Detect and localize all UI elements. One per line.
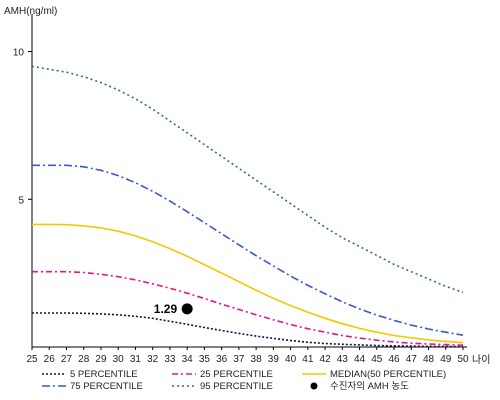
series-line bbox=[32, 312, 464, 348]
y-tick-label: 5 bbox=[18, 195, 24, 206]
x-tick-label: 27 bbox=[61, 354, 73, 365]
series-line bbox=[32, 164, 464, 336]
x-tick-label: 26 bbox=[44, 354, 56, 365]
x-tick-label: 31 bbox=[130, 354, 142, 365]
x-tick-label: 49 bbox=[440, 354, 452, 365]
patient-amh-value-label: 1.29 bbox=[154, 302, 178, 316]
series-line bbox=[32, 270, 464, 346]
x-tick-label: 37 bbox=[233, 354, 245, 365]
y-tick-label: 10 bbox=[13, 48, 25, 59]
x-tick-label: 36 bbox=[216, 354, 228, 365]
legend: 5 PERCENTILE 25 PERCENTILE MEDIAN(50 PERCE… bbox=[42, 369, 446, 392]
x-tick-label: 35 bbox=[199, 354, 211, 365]
legend-label: 25 PERCENTILE bbox=[200, 369, 273, 380]
x-tick-label: 38 bbox=[251, 354, 263, 365]
legend-label: 5 PERCENTILE bbox=[70, 369, 138, 380]
x-tick-label: 34 bbox=[182, 354, 194, 365]
patient-amh-point bbox=[181, 303, 193, 315]
x-tick-label: 41 bbox=[302, 354, 314, 365]
x-tick-label: 39 bbox=[268, 354, 280, 365]
series-lines bbox=[31, 65, 464, 348]
x-tick-label: 44 bbox=[354, 354, 366, 365]
series-line bbox=[31, 65, 464, 294]
x-tick-label: 46 bbox=[388, 354, 400, 365]
x-tick-label: 47 bbox=[406, 354, 418, 365]
legend-label: 75 PERCENTILE bbox=[70, 381, 143, 392]
legend-label: 95 PERCENTILE bbox=[200, 381, 273, 392]
x-tick-label: 48 bbox=[423, 354, 435, 365]
x-tick-label: 25 bbox=[26, 354, 38, 365]
patient-point-group: 1.29 bbox=[154, 302, 193, 316]
x-tick-label: 28 bbox=[78, 354, 90, 365]
series-line bbox=[32, 223, 464, 344]
x-tick-label: 33 bbox=[164, 354, 176, 365]
x-tick-label: 45 bbox=[371, 354, 383, 365]
x-tick-label: 42 bbox=[320, 354, 332, 365]
x-tick-label: 29 bbox=[95, 354, 107, 365]
x-axis-title: 나이 bbox=[472, 354, 490, 366]
x-tick-label: 50 bbox=[457, 354, 469, 365]
y-axis-title: AMH(ng/ml) bbox=[4, 6, 57, 17]
x-tick-label: 43 bbox=[337, 354, 349, 365]
x-tick-label: 40 bbox=[285, 354, 297, 365]
x-tick-label: 32 bbox=[147, 354, 159, 365]
x-tick-label: 30 bbox=[113, 354, 125, 365]
legend-label: 수진자의 AMH 농도 bbox=[330, 381, 409, 392]
legend-label: MEDIAN(50 PERCENTILE) bbox=[330, 369, 446, 380]
axes: 5 10 25 26 27 28 29 30 31 32 33 34 35 36 37 38 39 40 41 42 4… bbox=[13, 14, 469, 365]
legend-point-swatch bbox=[310, 382, 318, 390]
